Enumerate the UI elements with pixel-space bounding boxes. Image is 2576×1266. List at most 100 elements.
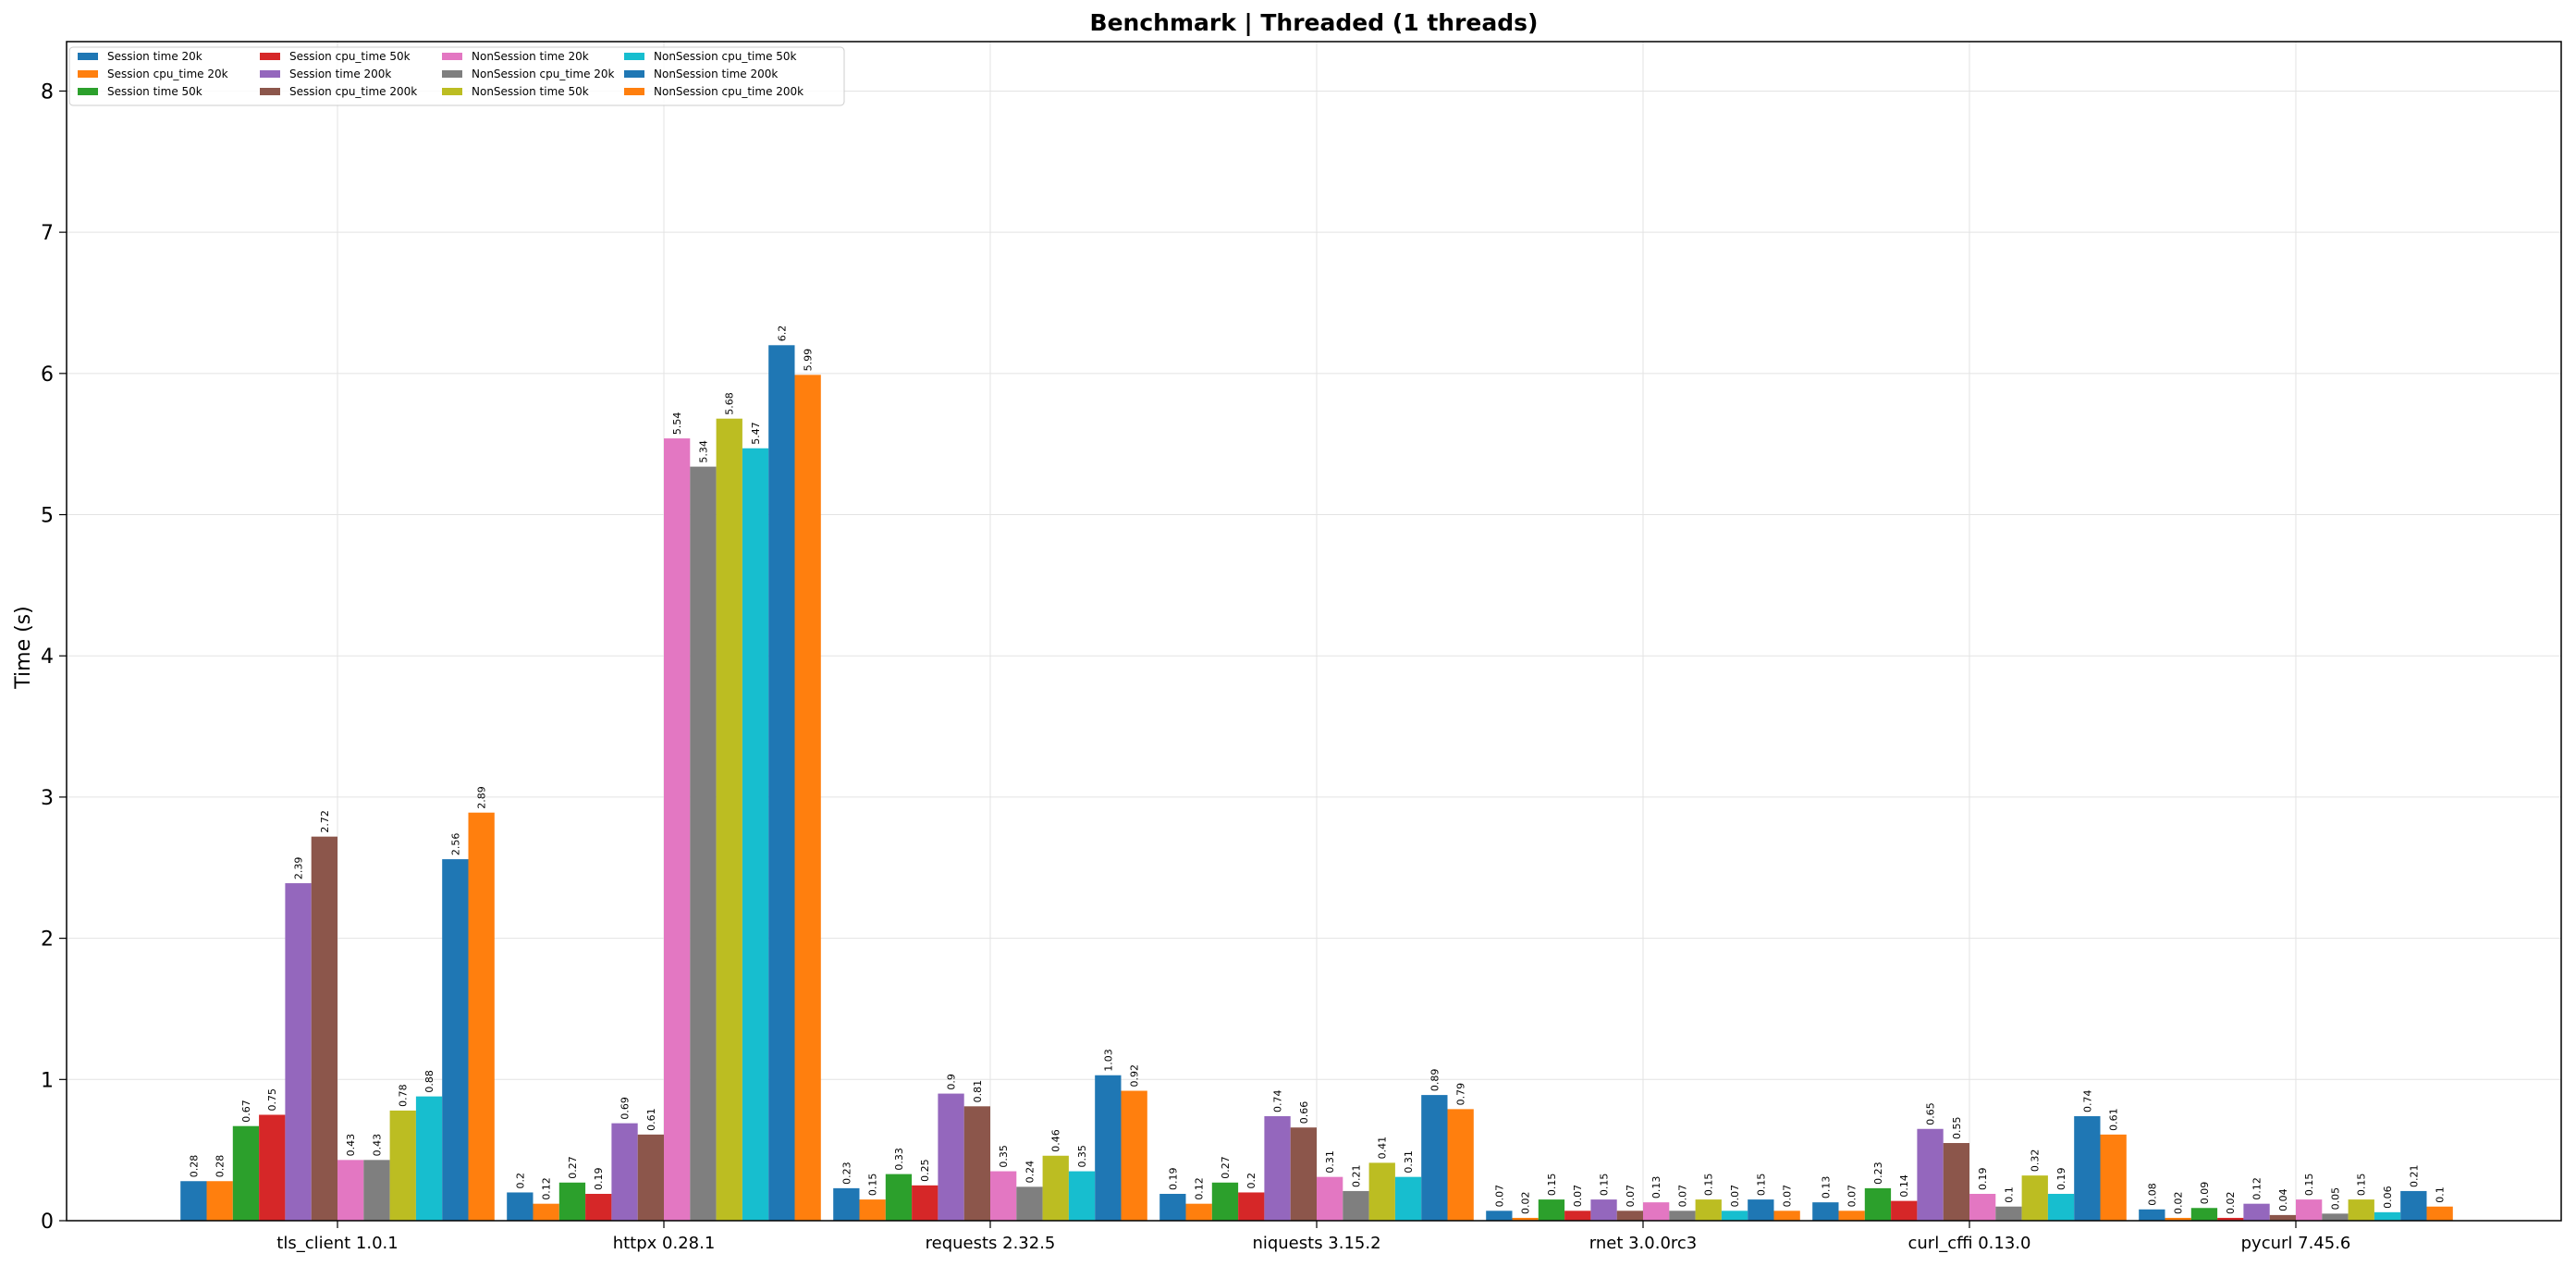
- value-label: 0.02: [2225, 1191, 2237, 1214]
- bar: [664, 438, 691, 1221]
- bar: [768, 345, 795, 1221]
- bar: [363, 1160, 390, 1221]
- bar: [1368, 1162, 1395, 1221]
- value-label: 0.27: [567, 1156, 579, 1179]
- value-label: 0.21: [1350, 1164, 1362, 1187]
- legend-swatch: [442, 53, 462, 60]
- value-label: 0.15: [1703, 1174, 1715, 1197]
- y-tick-label: 0: [41, 1211, 54, 1234]
- value-label: 0.74: [1272, 1090, 1284, 1113]
- y-axis-ticks: 0 1 2 3 4 5 6 7 8: [41, 80, 67, 1234]
- value-label: 0.35: [1076, 1145, 1088, 1168]
- bar: [1343, 1190, 1369, 1221]
- value-label: 0.88: [423, 1070, 435, 1093]
- value-label: 0.15: [1546, 1174, 1558, 1197]
- value-label: 2.89: [476, 786, 488, 809]
- legend: Session time 20k Session cpu_time 20k Sess…: [68, 46, 845, 106]
- value-label: 0.61: [645, 1108, 657, 1131]
- value-label: 0.12: [1194, 1177, 1206, 1200]
- legend-swatch: [260, 53, 280, 60]
- legend-swatch: [624, 88, 644, 95]
- value-label: 0.78: [398, 1084, 410, 1107]
- y-tick-label: 5: [41, 505, 54, 528]
- value-label: 0.19: [1977, 1167, 1989, 1190]
- y-tick-label: 4: [41, 645, 54, 669]
- value-label: 0.04: [2277, 1188, 2289, 1211]
- legend-label: NonSession cpu_time 20k: [472, 68, 615, 80]
- bar: [1838, 1211, 1865, 1221]
- legend-swatch: [260, 70, 280, 78]
- bar: [415, 1096, 443, 1221]
- legend-label: Session cpu_time 200k: [289, 85, 417, 98]
- value-label: 0.28: [188, 1155, 200, 1178]
- bar: [1211, 1182, 1239, 1221]
- value-label: 0.79: [1455, 1083, 1467, 1106]
- y-tick-label: 6: [41, 363, 54, 387]
- bar: [2165, 1217, 2191, 1221]
- value-label: 0.27: [1220, 1156, 1232, 1179]
- bar: [716, 418, 742, 1222]
- value-label: 0.35: [998, 1145, 1010, 1168]
- value-label: 0.2: [1245, 1173, 1257, 1189]
- bar: [2139, 1209, 2165, 1221]
- bar: [311, 836, 337, 1221]
- bar: [259, 1114, 286, 1221]
- value-label: 0.07: [1729, 1185, 1741, 1208]
- legend-swatch: [442, 70, 462, 78]
- legend-label: NonSession time 50k: [472, 85, 589, 98]
- value-label: 0.15: [2356, 1174, 2368, 1197]
- bar: [1695, 1199, 1722, 1221]
- value-label: 0.55: [1951, 1117, 1963, 1140]
- bar: [2322, 1213, 2349, 1221]
- chart-title: Benchmark | Threaded (1 threads): [1090, 9, 1539, 36]
- bar: [833, 1187, 860, 1221]
- bar: [1068, 1171, 1096, 1221]
- value-label: 0.23: [1872, 1162, 1884, 1185]
- bar: [2269, 1214, 2296, 1221]
- legend-swatch: [78, 53, 98, 60]
- bar: [1643, 1202, 1670, 1221]
- legend-label: NonSession time 20k: [472, 50, 589, 63]
- bar: [180, 1181, 207, 1221]
- y-tick-label: 3: [41, 787, 54, 810]
- value-label: 0.66: [1298, 1101, 1310, 1125]
- value-label: 0.31: [1403, 1150, 1415, 1174]
- value-label: 0.13: [1650, 1176, 1662, 1199]
- bars: [180, 345, 2453, 1222]
- bar: [2074, 1116, 2101, 1221]
- bar: [2047, 1193, 2075, 1221]
- value-label: 0.41: [1377, 1137, 1389, 1160]
- value-label: 0.19: [1167, 1167, 1179, 1190]
- value-label: 0.32: [2030, 1149, 2042, 1173]
- bar: [2374, 1211, 2401, 1221]
- value-label: 0.15: [2303, 1174, 2315, 1197]
- value-label: 0.1: [2003, 1186, 2015, 1203]
- value-label: 0.81: [972, 1080, 984, 1103]
- legend-swatch: [624, 70, 644, 78]
- bar: [533, 1203, 559, 1221]
- value-label: 0.61: [2108, 1108, 2120, 1131]
- bar: [285, 883, 312, 1221]
- value-label: 1.03: [1102, 1049, 1114, 1072]
- bar: [2217, 1217, 2244, 1221]
- value-label: 0.31: [1324, 1150, 1336, 1174]
- bar: [2190, 1208, 2218, 1221]
- bar: [1095, 1075, 1122, 1221]
- bar: [2021, 1175, 2048, 1221]
- y-tick-label: 1: [41, 1069, 54, 1092]
- value-label: 0.24: [1024, 1161, 1036, 1184]
- bar: [1864, 1187, 1892, 1221]
- bar: [2100, 1134, 2127, 1221]
- bar: [742, 448, 769, 1221]
- value-label: 5.99: [803, 349, 815, 372]
- bar: [2400, 1190, 2427, 1221]
- value-label: 0.21: [2408, 1164, 2420, 1187]
- y-axis-label: Time (s): [12, 606, 35, 689]
- bar: [2426, 1206, 2453, 1221]
- legend-swatch: [260, 88, 280, 95]
- value-label: 0.19: [2055, 1167, 2067, 1190]
- value-label: 0.07: [1625, 1185, 1637, 1208]
- value-label: 5.34: [697, 440, 709, 463]
- bar: [1317, 1176, 1343, 1221]
